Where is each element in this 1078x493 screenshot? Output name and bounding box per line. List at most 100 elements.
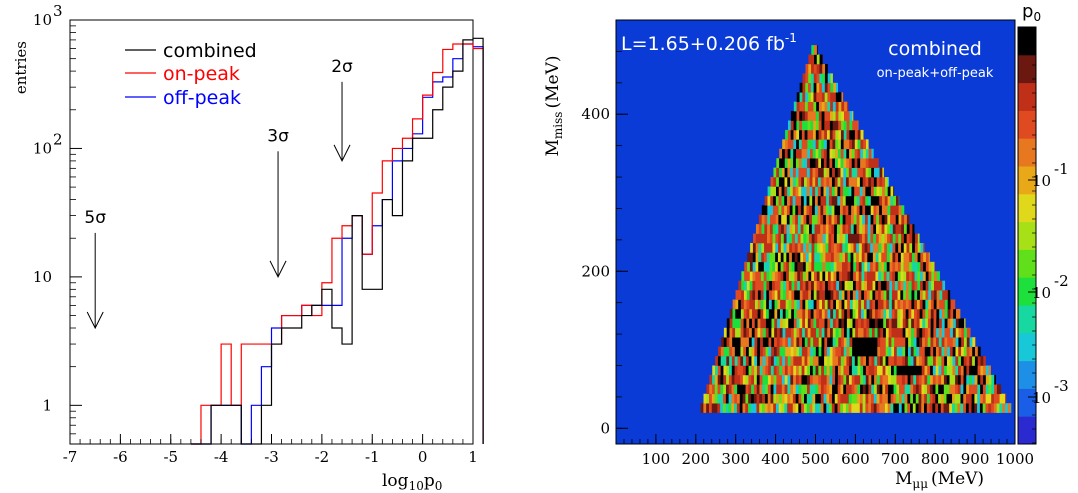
- heatmap-cell: [726, 337, 730, 347]
- heatmap-cell: [931, 261, 935, 272]
- heatmap-cell: [798, 393, 802, 404]
- heatmap-cell: [818, 384, 822, 395]
- heatmap-cell: [824, 111, 828, 121]
- heatmap-cell: [808, 290, 812, 300]
- heatmap-cell: [857, 148, 861, 159]
- heatmap-cell: [878, 280, 882, 291]
- heatmap-cell: [836, 252, 840, 263]
- heatmap-cell: [969, 356, 973, 366]
- heatmap-cell: [807, 158, 811, 168]
- heatmap-cell: [843, 167, 847, 178]
- heatmap-cell: [816, 308, 820, 319]
- heatmap-cell: [941, 374, 945, 385]
- heatmap-cell: [884, 205, 888, 216]
- heatmap-cell: [779, 158, 783, 168]
- heatmap-cell: [871, 177, 875, 187]
- heatmap-cell: [860, 158, 864, 168]
- heatmap-cell: [812, 186, 816, 197]
- heatmap-cell: [754, 346, 758, 357]
- heatmap-cell: [935, 393, 939, 404]
- colorbar-title: p0: [1022, 1, 1041, 24]
- heatmap-cell: [983, 356, 986, 366]
- heatmap-cell: [774, 318, 778, 329]
- heatmap-cell: [895, 252, 899, 263]
- heatmap-cell: [887, 393, 891, 404]
- heatmap-cell: [765, 346, 769, 357]
- heatmap-cell: [804, 120, 808, 131]
- heatmap-cell: [824, 73, 829, 84]
- heatmap-cell: [947, 299, 951, 310]
- heatmap-cell: [723, 327, 727, 338]
- heatmap-cell: [737, 327, 741, 338]
- heatmap-cell: [855, 337, 859, 347]
- heatmap-cell: [798, 374, 802, 385]
- heatmap-cell: [792, 186, 796, 197]
- heatmap-cell: [974, 365, 978, 376]
- heatmap-cell: [868, 374, 872, 385]
- heatmap-cell: [871, 158, 875, 168]
- heatmap-cell: [901, 214, 905, 225]
- heatmap-cell: [823, 158, 827, 168]
- heatmap-cell: [849, 346, 853, 357]
- heatmap-cell: [797, 224, 801, 234]
- heatmap-cell: [813, 299, 817, 310]
- heatmap-cell: [935, 403, 939, 413]
- heatmap-cell: [856, 403, 861, 413]
- heatmap-cell: [832, 148, 836, 159]
- heatmap-cell: [873, 233, 877, 244]
- heatmap-cell: [796, 337, 800, 347]
- heatmap-cell: [870, 195, 874, 206]
- heatmap-cell: [766, 271, 770, 281]
- heatmap-cell: [787, 356, 791, 366]
- heatmap-cell: [930, 356, 934, 366]
- heatmap-cell: [877, 308, 881, 319]
- heatmap-cell: [943, 374, 948, 385]
- heatmap-cell: [801, 158, 805, 168]
- heatmap-cell: [863, 148, 867, 159]
- heatmap-cell: [941, 384, 945, 395]
- heatmap-cell: [927, 346, 931, 357]
- heatmap-cell: [799, 129, 803, 140]
- heatmap-cell: [876, 224, 880, 234]
- x-tick-label: 1000: [996, 450, 1034, 468]
- heatmap-cell: [915, 393, 919, 404]
- heatmap-cell: [758, 214, 762, 225]
- heatmap-cell: [846, 337, 850, 347]
- heatmap-cell: [922, 337, 926, 347]
- heatmap-cell: [919, 327, 923, 338]
- heatmap-cell: [825, 252, 829, 263]
- heatmap-cell: [866, 318, 870, 329]
- heatmap-cell: [832, 384, 836, 395]
- heatmap-cell: [868, 356, 872, 366]
- heatmap-cell: [796, 129, 800, 140]
- heatmap-cell: [797, 290, 801, 300]
- heatmap-cell: [843, 403, 847, 413]
- heatmap-cell: [933, 308, 937, 319]
- heatmap-cell: [714, 384, 718, 395]
- heatmap-cell: [779, 337, 783, 347]
- heatmap-cell: [763, 280, 767, 291]
- heatmap-cell: [781, 384, 785, 395]
- heatmap-cell: [946, 403, 950, 413]
- heatmap-cell: [794, 261, 798, 272]
- heatmap-cell: [814, 271, 818, 281]
- heatmap-cell: [838, 327, 842, 338]
- heatmap-cell: [851, 195, 855, 206]
- heatmap-cell: [903, 299, 907, 310]
- heatmap-cell: [928, 290, 932, 300]
- heatmap-cell: [875, 252, 879, 263]
- heatmap-cell: [838, 356, 842, 366]
- heatmap-cell: [777, 271, 781, 281]
- heatmap-cell: [859, 205, 863, 216]
- heatmap-cell: [891, 299, 895, 310]
- heatmap-cell: [865, 167, 869, 178]
- heatmap-cell: [859, 186, 863, 197]
- heatmap-cell: [801, 129, 805, 140]
- heatmap-cell: [796, 299, 800, 310]
- heatmap-cell: [771, 299, 775, 310]
- heatmap-cell: [810, 111, 814, 121]
- heatmap-cell: [966, 327, 970, 338]
- heatmap-cell: [840, 356, 844, 366]
- heatmap-cell: [906, 280, 910, 291]
- heatmap-cell: [838, 318, 842, 329]
